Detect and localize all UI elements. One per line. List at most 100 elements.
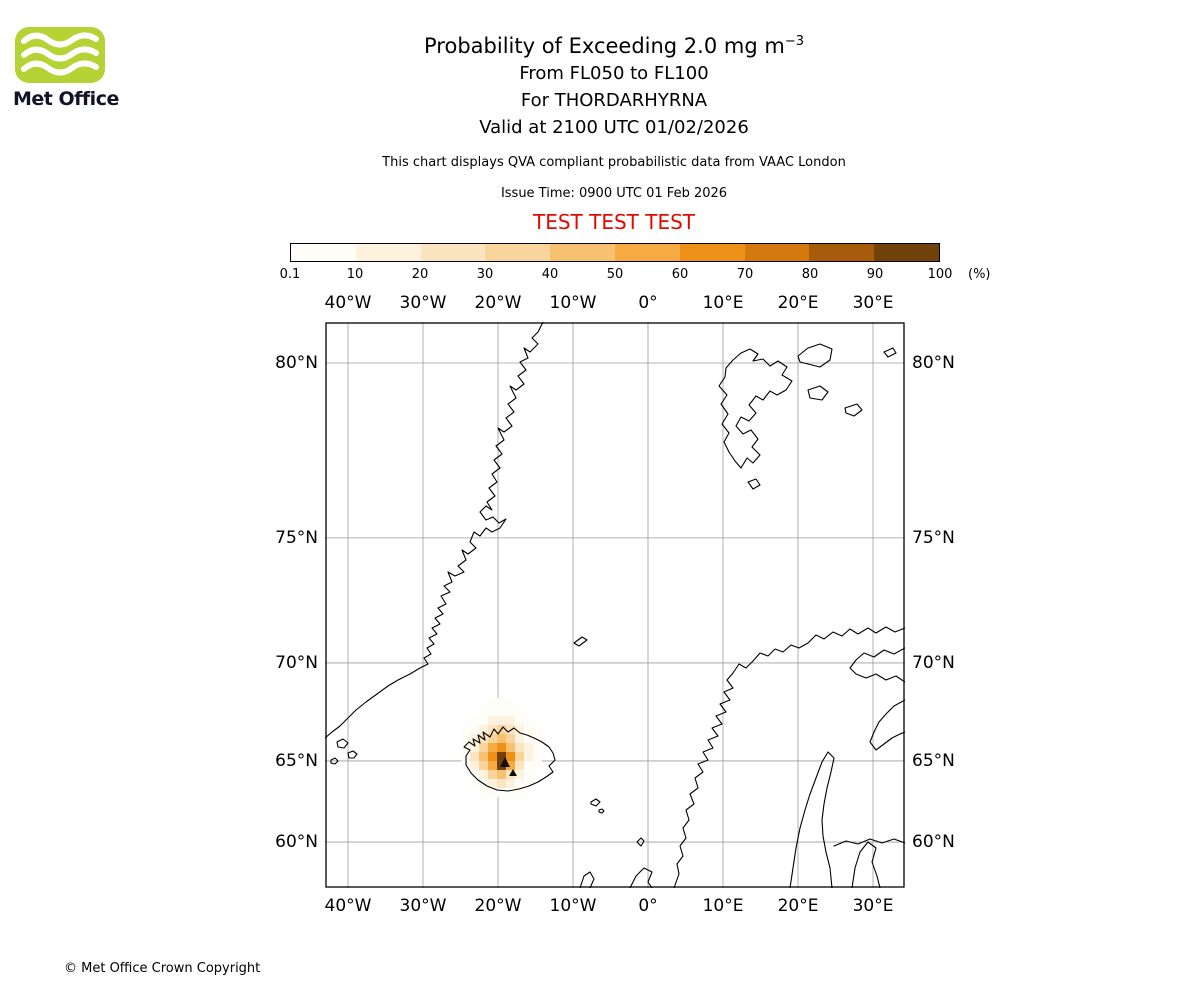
ash-probability-cell xyxy=(515,734,524,743)
ash-probability-cell xyxy=(497,707,506,716)
legend-tick-label: 40 xyxy=(541,267,559,282)
ash-probability-cell xyxy=(497,734,506,743)
legend-segment xyxy=(679,244,745,261)
ash-probability-cell xyxy=(479,752,488,761)
ash-probability-cell xyxy=(497,698,506,707)
ash-probability-cell xyxy=(488,725,497,734)
ash-probability-cell xyxy=(470,770,479,779)
met-office-logo-icon xyxy=(15,27,105,83)
ash-probability-cell xyxy=(524,734,533,743)
ash-probability-cell xyxy=(506,788,515,797)
ash-probability-cell xyxy=(461,734,470,743)
ash-probability-cell xyxy=(524,725,533,734)
legend-tick-label: 20 xyxy=(411,267,429,282)
svalbard-nordaustlandet xyxy=(797,343,833,368)
lon-label-bottom: 30°E xyxy=(852,896,894,916)
legend-segment xyxy=(355,244,421,261)
island-shetland xyxy=(636,837,645,847)
ash-probability-cell xyxy=(506,752,515,761)
ash-probability-cell xyxy=(506,716,515,725)
ash-probability-cell xyxy=(479,743,488,752)
ash-probability-cell xyxy=(515,770,524,779)
islands-greenland xyxy=(330,738,358,765)
ash-probability-cell xyxy=(470,725,479,734)
legend-tick-label: 10 xyxy=(346,267,364,282)
ash-probability-cell xyxy=(515,716,524,725)
legend-unit: (%) xyxy=(968,267,991,282)
grid-layer xyxy=(325,322,905,888)
ash-probability-cell xyxy=(488,707,497,716)
coast-layer xyxy=(325,322,905,888)
ash-probability-cell xyxy=(470,779,479,788)
lon-label-top: 40°W xyxy=(324,293,372,313)
ash-probability-cell xyxy=(515,707,524,716)
ash-probability-cell xyxy=(488,698,497,707)
ash-probability-cell xyxy=(506,698,515,707)
ash-probability-cell xyxy=(497,743,506,752)
legend-bar xyxy=(290,243,940,262)
ash-probability-cell xyxy=(506,743,515,752)
ash-probability-cell xyxy=(533,725,542,734)
ash-probability-cell xyxy=(533,743,542,752)
legend-tick-label: 0.1 xyxy=(279,267,301,282)
legend-segment xyxy=(420,244,486,261)
lat-label-right: 80°N xyxy=(912,352,955,373)
ash-probability-cell xyxy=(479,725,488,734)
lon-label-bottom: 0° xyxy=(638,896,658,916)
coastline-norway xyxy=(673,626,905,888)
legend-tick-label: 60 xyxy=(671,267,689,282)
ash-probability-cell xyxy=(461,761,470,770)
ash-probability-cell xyxy=(533,752,542,761)
lat-label-left: 70°N xyxy=(275,652,318,673)
lon-label-top: 0° xyxy=(638,293,658,313)
coastline-baltic xyxy=(851,841,881,888)
ash-probability-cell xyxy=(524,779,533,788)
ash-probability-cell xyxy=(497,779,506,788)
ash-probability-cell xyxy=(488,770,497,779)
ash-probability-cell xyxy=(488,788,497,797)
ash-probability-cell xyxy=(488,752,497,761)
lon-label-bottom: 20°W xyxy=(474,896,522,916)
legend-segment xyxy=(485,244,551,261)
coastline-gulf-of-bothnia xyxy=(789,751,835,888)
ash-probability-cell xyxy=(488,716,497,725)
ash-cloud-layer xyxy=(461,698,542,797)
lon-label-bottom: 40°W xyxy=(324,896,372,916)
coastline-white-sea xyxy=(869,699,905,751)
legend-segment xyxy=(874,244,939,261)
lon-label-bottom: 10°E xyxy=(702,896,744,916)
ash-probability-cell xyxy=(497,788,506,797)
chart-header: Probability of Exceeding 2.0 mg m−3 From… xyxy=(134,28,1094,234)
lat-label-right: 75°N xyxy=(912,527,955,548)
ash-probability-cell xyxy=(497,752,506,761)
ash-probability-cell xyxy=(524,770,533,779)
coastline-iceland xyxy=(463,726,556,792)
lat-label-right: 70°N xyxy=(912,652,955,673)
ash-probability-cell xyxy=(533,734,542,743)
ash-probability-cell xyxy=(533,761,542,770)
ash-probability-cell xyxy=(470,716,479,725)
ash-probability-cell xyxy=(470,752,479,761)
ash-probability-cell xyxy=(515,752,524,761)
ash-probability-cell xyxy=(488,743,497,752)
ash-probability-cell xyxy=(506,761,515,770)
coastline-greenland xyxy=(325,322,544,739)
ash-probability-cell xyxy=(479,716,488,725)
lon-label-bottom: 20°E xyxy=(777,896,819,916)
coastline-gulf-of-finland xyxy=(833,838,905,847)
ash-probability-cell xyxy=(488,761,497,770)
ash-probability-cell xyxy=(506,779,515,788)
legend-segment xyxy=(291,244,356,261)
legend-tick-label: 30 xyxy=(476,267,494,282)
svalbard-small-islands xyxy=(747,347,897,490)
subtitle-flight-levels: From FL050 to FL100 xyxy=(519,63,709,84)
ash-probability-cell xyxy=(524,743,533,752)
legend-tick-label: 90 xyxy=(866,267,884,282)
met-office-logo xyxy=(14,26,106,88)
title-text: Probability of Exceeding 2.0 mg m xyxy=(424,34,785,58)
legend-segment xyxy=(809,244,875,261)
svalbard-edgeoya xyxy=(807,385,829,401)
qva-disclaimer: This chart displays QVA compliant probab… xyxy=(382,155,846,170)
lat-label-left: 80°N xyxy=(275,352,318,373)
